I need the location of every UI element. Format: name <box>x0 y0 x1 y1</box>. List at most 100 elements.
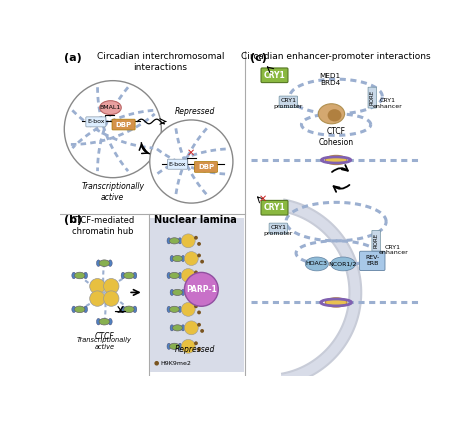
Text: Circadian interchromosomal
interactions: Circadian interchromosomal interactions <box>97 52 224 72</box>
Circle shape <box>64 81 161 178</box>
Text: CTCF: CTCF <box>94 333 114 341</box>
FancyBboxPatch shape <box>372 230 380 251</box>
Ellipse shape <box>170 343 179 349</box>
Ellipse shape <box>167 238 171 244</box>
Text: CRY1
enhancer: CRY1 enhancer <box>373 98 402 109</box>
Circle shape <box>182 268 195 282</box>
Ellipse shape <box>121 306 125 313</box>
Text: BMAL1: BMAL1 <box>100 105 121 110</box>
Circle shape <box>197 287 201 291</box>
Ellipse shape <box>99 319 109 325</box>
Text: CRY1: CRY1 <box>264 71 285 80</box>
Text: RORE: RORE <box>374 233 379 249</box>
Text: CRY1
promoter: CRY1 promoter <box>264 225 293 236</box>
Text: CTCF-mediated
chromatin hub: CTCF-mediated chromatin hub <box>71 216 135 236</box>
Ellipse shape <box>124 306 134 313</box>
Circle shape <box>182 339 195 353</box>
Circle shape <box>197 347 201 352</box>
Ellipse shape <box>325 298 347 307</box>
Text: H9K9me2: H9K9me2 <box>161 361 191 366</box>
Text: (b): (b) <box>64 215 82 225</box>
Circle shape <box>197 277 201 281</box>
Circle shape <box>184 252 198 265</box>
FancyBboxPatch shape <box>86 117 106 127</box>
FancyBboxPatch shape <box>360 251 385 271</box>
FancyBboxPatch shape <box>261 200 288 215</box>
Text: RORE: RORE <box>370 90 375 105</box>
FancyBboxPatch shape <box>269 223 288 234</box>
Text: Repressed: Repressed <box>175 107 215 116</box>
Ellipse shape <box>173 255 182 262</box>
Ellipse shape <box>170 325 174 331</box>
Ellipse shape <box>100 101 121 114</box>
Ellipse shape <box>83 306 88 313</box>
Circle shape <box>194 271 198 274</box>
Text: Repressed: Repressed <box>175 346 215 354</box>
Ellipse shape <box>108 260 112 266</box>
Ellipse shape <box>181 255 185 262</box>
Ellipse shape <box>178 272 182 279</box>
Text: (a): (a) <box>64 53 81 63</box>
Ellipse shape <box>173 325 182 331</box>
Ellipse shape <box>170 306 179 312</box>
Circle shape <box>200 260 204 264</box>
FancyBboxPatch shape <box>112 119 135 130</box>
Text: ✕: ✕ <box>186 148 195 158</box>
FancyBboxPatch shape <box>279 96 298 108</box>
Text: CRY1
enhancer: CRY1 enhancer <box>378 245 408 255</box>
Text: CRY1
promoter: CRY1 promoter <box>273 98 303 109</box>
Circle shape <box>194 341 198 345</box>
Circle shape <box>197 323 201 327</box>
Circle shape <box>90 279 105 294</box>
Ellipse shape <box>178 343 182 349</box>
Circle shape <box>197 242 201 246</box>
Text: MED1
BRD4: MED1 BRD4 <box>319 73 340 86</box>
Text: CRY1: CRY1 <box>264 203 285 212</box>
Text: DBP: DBP <box>116 122 132 127</box>
Ellipse shape <box>167 306 171 312</box>
Ellipse shape <box>167 272 171 279</box>
FancyBboxPatch shape <box>150 218 244 372</box>
Circle shape <box>200 294 204 298</box>
Ellipse shape <box>108 319 112 325</box>
Ellipse shape <box>74 306 85 313</box>
Ellipse shape <box>124 272 134 279</box>
Ellipse shape <box>83 272 88 279</box>
Ellipse shape <box>74 272 85 279</box>
Ellipse shape <box>170 238 179 244</box>
Text: Nuclear lamina: Nuclear lamina <box>154 215 237 225</box>
FancyBboxPatch shape <box>261 68 288 83</box>
Circle shape <box>182 303 195 316</box>
Ellipse shape <box>319 104 345 124</box>
Circle shape <box>184 321 198 335</box>
Text: Transcriptionally
active: Transcriptionally active <box>77 337 132 350</box>
FancyBboxPatch shape <box>167 159 188 169</box>
Text: REV-
ERB: REV- ERB <box>365 255 379 266</box>
Ellipse shape <box>72 306 76 313</box>
Text: ✕: ✕ <box>259 193 267 203</box>
FancyBboxPatch shape <box>368 87 376 108</box>
Ellipse shape <box>305 257 328 271</box>
Ellipse shape <box>133 272 137 279</box>
Text: Transcriptionally
active: Transcriptionally active <box>82 182 144 202</box>
Circle shape <box>197 254 201 257</box>
Ellipse shape <box>170 272 179 279</box>
Text: NCOR1/2: NCOR1/2 <box>329 262 357 266</box>
Ellipse shape <box>121 272 125 279</box>
Ellipse shape <box>170 289 174 295</box>
Circle shape <box>197 311 201 314</box>
Circle shape <box>150 120 233 203</box>
Text: E-box: E-box <box>87 119 105 124</box>
Circle shape <box>103 279 119 294</box>
Ellipse shape <box>178 306 182 312</box>
Text: HDAC3: HDAC3 <box>306 262 328 266</box>
Text: CTCF
Cohesion: CTCF Cohesion <box>319 127 354 147</box>
Ellipse shape <box>325 155 347 165</box>
FancyBboxPatch shape <box>194 162 218 172</box>
Ellipse shape <box>99 260 109 266</box>
Ellipse shape <box>173 289 182 295</box>
Circle shape <box>184 286 198 299</box>
Circle shape <box>155 361 159 365</box>
Circle shape <box>184 272 219 306</box>
Ellipse shape <box>181 325 185 331</box>
